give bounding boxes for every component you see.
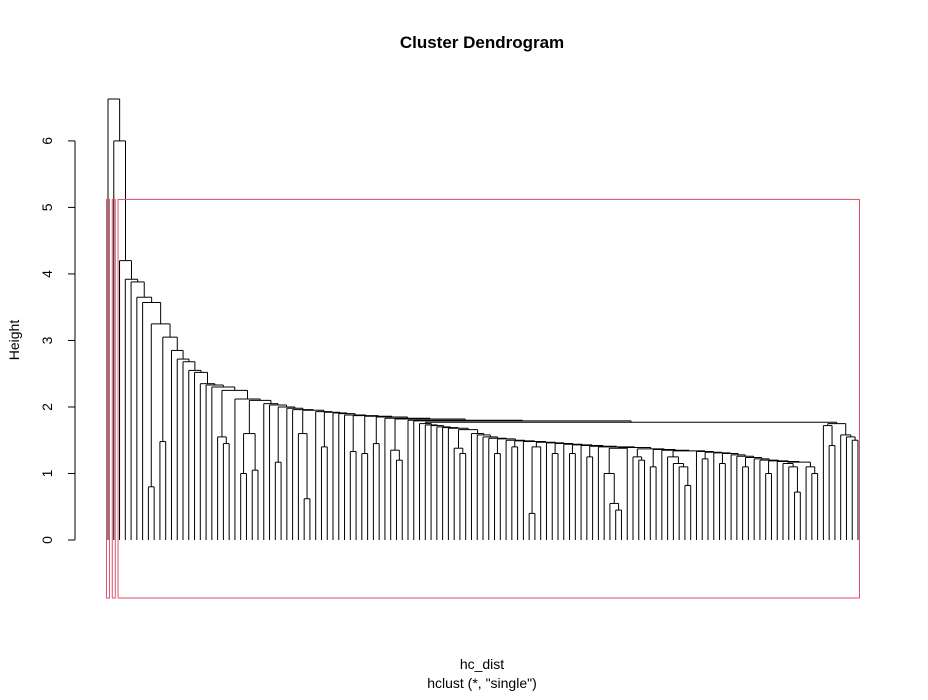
y-tick-label: 2 bbox=[39, 403, 55, 411]
y-axis-label: Height bbox=[6, 320, 22, 361]
chart-title: Cluster Dendrogram bbox=[400, 33, 564, 52]
x-axis-label: hc_dist bbox=[460, 656, 504, 672]
subtitle: hclust (*, "single") bbox=[427, 675, 537, 691]
y-tick-label: 3 bbox=[39, 336, 55, 344]
cluster-rect bbox=[111, 198, 116, 599]
y-tick-label: 0 bbox=[39, 536, 55, 544]
cluster-rect bbox=[117, 198, 861, 599]
y-tick-label: 5 bbox=[39, 203, 55, 211]
y-tick-label: 1 bbox=[39, 469, 55, 477]
y-tick-label: 6 bbox=[39, 137, 55, 145]
cluster-rect bbox=[106, 198, 110, 599]
y-tick-label: 4 bbox=[39, 270, 55, 278]
